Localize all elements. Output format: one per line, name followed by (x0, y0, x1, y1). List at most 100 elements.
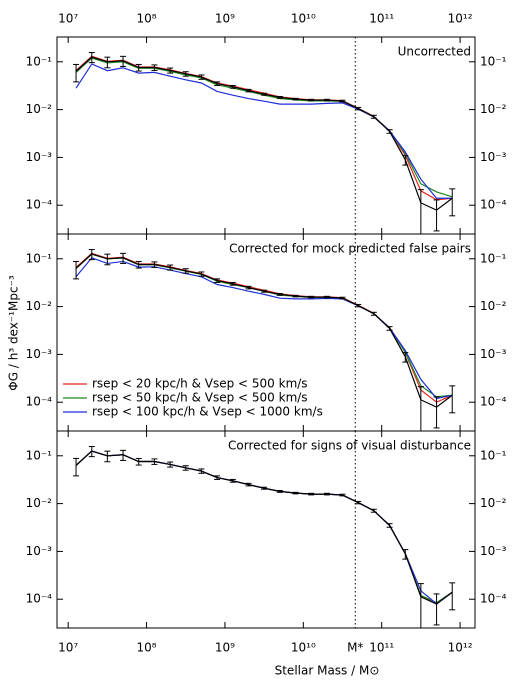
panel-frame (56, 430, 476, 629)
series-line (75, 253, 453, 398)
error-bar (323, 492, 330, 496)
y-tick-label: 10⁻⁴ (480, 395, 507, 409)
y-tick-label: 10⁻² (26, 299, 53, 313)
error-bar (417, 386, 424, 431)
error-bar (386, 129, 393, 134)
error-bar (433, 396, 440, 429)
error-bar (370, 311, 377, 316)
error-bar (261, 486, 268, 490)
error-bar (323, 98, 330, 102)
error-bar (323, 295, 330, 299)
error-bar (245, 285, 252, 290)
series-line (75, 57, 453, 198)
y-tick-label: 10⁻⁴ (26, 395, 53, 409)
x-tick-label-top: 10⁹ (215, 12, 235, 26)
error-bar (151, 261, 158, 268)
panel-annotation: Corrected for mock predicted false pairs (229, 242, 471, 256)
y-tick-label: 10⁻¹ (480, 448, 507, 462)
error-bar (433, 199, 440, 232)
legend-label: rsep < 100 kpc/h & Vsep < 1000 km/s (92, 405, 323, 419)
y-tick-label: 10⁻² (26, 496, 53, 510)
series-line (75, 450, 453, 604)
series-line (75, 63, 453, 199)
legend-label: rsep < 20 kpc/h & Vsep < 500 km/s (92, 377, 308, 391)
y-tick-label: 10⁻¹ (480, 251, 507, 265)
error-bar (308, 295, 315, 299)
x-tick-label-top: 10⁸ (137, 12, 157, 26)
y-tick-label: 10⁻¹ (26, 54, 53, 68)
y-tick-label: 10⁻³ (26, 347, 53, 361)
error-bar (417, 583, 424, 628)
error-bar (261, 289, 268, 293)
error-bar (214, 81, 221, 86)
panel-annotation: Uncorrected (398, 45, 471, 59)
y-tick-label: 10⁻³ (480, 150, 507, 164)
error-bar (229, 281, 236, 286)
series-line (75, 55, 453, 201)
plot-area (73, 431, 456, 628)
mstar-label: M* (347, 641, 363, 655)
y-tick-label: 10⁻¹ (26, 251, 53, 265)
error-bar (292, 97, 299, 101)
x-tick-label: 10⁹ (215, 641, 235, 655)
error-bar (308, 492, 315, 496)
error-bar (88, 446, 95, 458)
y-tick-label: 10⁻² (26, 102, 53, 116)
error-bar (276, 489, 283, 493)
error-bar (339, 493, 346, 497)
error-bar (386, 523, 393, 528)
error-bar (433, 593, 440, 626)
y-tick-label: 10⁻⁴ (26, 198, 53, 212)
y-tick-label: 10⁻³ (26, 150, 53, 164)
error-bar (120, 55, 127, 67)
error-bar (229, 478, 236, 483)
error-bar (370, 508, 377, 513)
error-bar (120, 449, 127, 461)
error-bar (245, 88, 252, 93)
series-line (75, 450, 453, 605)
error-bar (449, 582, 456, 611)
error-bar (104, 56, 111, 69)
error-bar (229, 84, 236, 89)
error-bar (182, 268, 189, 274)
y-tick-label: 10⁻⁴ (480, 592, 507, 606)
error-bar (370, 114, 377, 119)
error-bar (135, 457, 142, 466)
error-bar (104, 253, 111, 266)
y-tick-label: 10⁻³ (480, 544, 507, 558)
error-bar (73, 260, 80, 280)
error-bar (198, 468, 205, 474)
error-bar (402, 155, 409, 166)
x-tick-label-top: 10¹¹ (369, 12, 394, 26)
error-bar (449, 385, 456, 414)
series-line (75, 450, 453, 605)
error-bar (151, 64, 158, 71)
error-bar (198, 271, 205, 277)
error-bar (214, 475, 221, 480)
error-bar (402, 549, 409, 560)
y-tick-label: 10⁻³ (480, 347, 507, 361)
x-tick-label: 10¹² (448, 641, 473, 655)
error-bar (88, 249, 95, 261)
y-axis-label: ΦG / h³ dex⁻¹Mpc⁻³ (7, 275, 21, 391)
error-bar (339, 99, 346, 103)
error-bar (339, 296, 346, 300)
panel-frame (56, 36, 476, 235)
x-tick-label-top: 10⁷ (58, 12, 78, 26)
error-bar (167, 264, 174, 271)
error-bar (261, 92, 268, 96)
error-bar (355, 106, 362, 111)
y-tick-label: 10⁻³ (26, 544, 53, 558)
x-tick-label: 10⁸ (137, 641, 157, 655)
y-tick-label: 10⁻⁴ (26, 592, 53, 606)
plot-area (73, 37, 456, 234)
error-bar (167, 67, 174, 74)
error-bar (182, 465, 189, 471)
x-tick-label: 10¹⁰ (291, 641, 316, 655)
x-tick-label-top: 10¹² (448, 12, 473, 26)
x-tick-label-top: 10¹⁰ (291, 12, 316, 26)
error-bar (135, 260, 142, 269)
y-tick-label: 10⁻² (480, 102, 507, 116)
error-bar (182, 71, 189, 77)
panel-annotation: Corrected for signs of visual disturbanc… (228, 439, 471, 453)
